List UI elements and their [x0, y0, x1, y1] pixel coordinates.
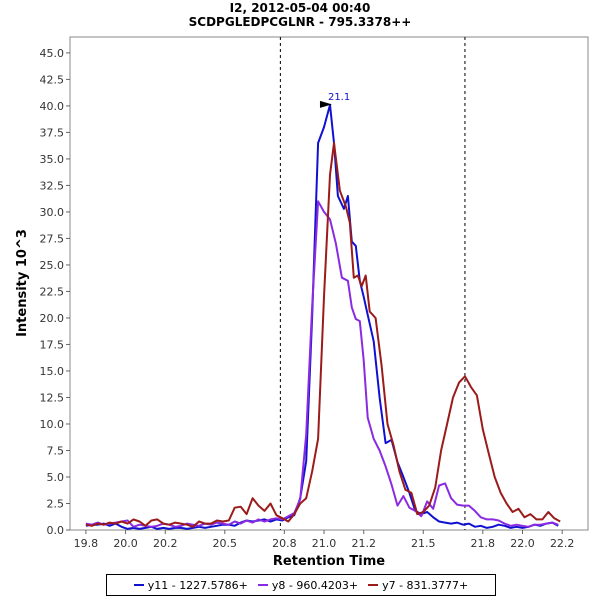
y-tick-label-4: 10.0 — [40, 418, 65, 431]
legend-swatch-y7 — [368, 584, 379, 586]
legend-label-y7: y7 - 831.3777+ — [382, 578, 469, 592]
x-axis-label: Retention Time — [273, 554, 385, 569]
x-tick-label-6: 21.2 — [351, 537, 376, 550]
legend: y11 - 1227.5786+ y8 - 960.4203+ y7 - 831… — [106, 574, 496, 596]
y-tick-label-0: 0.0 — [47, 524, 65, 537]
peak-marker-icon — [319, 100, 332, 108]
y-tick-label-15: 37.5 — [40, 126, 65, 139]
legend-item-y7: y7 - 831.3777+ — [368, 579, 468, 592]
y-tick-label-5: 12.5 — [40, 391, 65, 404]
y-tick-label-16: 40.0 — [40, 100, 65, 113]
peak-label: 21.1 — [328, 92, 350, 103]
legend-label-y8: y8 - 960.4203+ — [271, 578, 359, 592]
x-tick-label-10: 22.2 — [550, 537, 575, 550]
legend-swatch-y11 — [133, 584, 144, 586]
plot-area — [69, 36, 589, 531]
y-tick-label-17: 42.5 — [40, 73, 65, 86]
x-tick-label-8: 21.8 — [471, 537, 496, 550]
y-tick-label-14: 35.0 — [40, 153, 65, 166]
x-tick-label-9: 22.0 — [510, 537, 535, 550]
y-axis: 0.0 2.5 5.0 7.5 10.0 12.5 15.0 17.5 20.0 22.5 25.0… — [40, 47, 70, 537]
y-tick-label-8: 20.0 — [40, 312, 65, 325]
legend-label-y11: y11 - 1227.5786+ — [147, 578, 248, 592]
x-tick-label-1: 20.0 — [113, 537, 138, 550]
chart-subtitle: SCDPGLEDPCGLNR - 795.3378++ — [189, 15, 412, 29]
x-tick-label-4: 20.8 — [272, 537, 297, 550]
x-tick-label-2: 20.2 — [153, 537, 178, 550]
x-tick-label-3: 20.5 — [213, 537, 238, 550]
y-tick-label-7: 17.5 — [40, 338, 65, 351]
peak-annotation-layer: 21.1 — [319, 92, 350, 108]
y-tick-label-9: 22.5 — [40, 285, 65, 298]
x-tick-label-7: 21.5 — [411, 537, 436, 550]
y-tick-label-6: 15.0 — [40, 365, 65, 378]
y-tick-label-3: 7.5 — [47, 444, 65, 457]
y-tick-label-12: 30.0 — [40, 206, 65, 219]
x-tick-label-5: 21.0 — [312, 537, 337, 550]
legend-swatch-y8 — [257, 584, 268, 586]
y-tick-label-10: 25.0 — [40, 259, 65, 272]
y-tick-label-1: 2.5 — [47, 497, 65, 510]
peak-boundaries — [279, 37, 466, 530]
y-tick-label-13: 32.5 — [40, 179, 65, 192]
x-axis: 19.8 20.0 20.2 20.5 20.8 21.0 21.2 21.5 21.8 22.0… — [74, 530, 575, 550]
y-tick-label-18: 45.0 — [40, 47, 65, 60]
y-tick-label-11: 27.5 — [40, 232, 65, 245]
series-line-2 — [85, 142, 561, 528]
chart-title: I2, 2012-05-04 00:40 — [230, 1, 371, 15]
x-tick-label-0: 19.8 — [74, 537, 99, 550]
legend-item-y11: y11 - 1227.5786+ — [133, 578, 248, 592]
y-tick-label-2: 5.0 — [47, 471, 65, 484]
legend-item-y8: y8 - 960.4203+ — [257, 578, 359, 592]
y-axis-label: Intensity 10^3 — [15, 229, 30, 337]
